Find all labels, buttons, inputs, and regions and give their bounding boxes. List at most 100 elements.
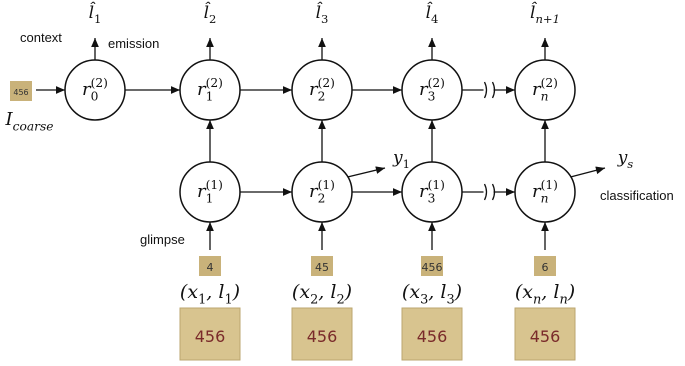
- output-label: l̂2: [204, 2, 217, 26]
- output-label: l̂n+1: [530, 2, 560, 26]
- node-label: r(2) 0: [82, 76, 108, 104]
- glimpse-location-label-part: , l: [318, 281, 336, 303]
- output-label-part: 4: [431, 12, 438, 26]
- node-label-part: n: [541, 191, 549, 205]
- glimpse-location-label: (x2, l2): [292, 281, 352, 308]
- output-label-part: 3: [321, 12, 328, 26]
- prediction-label-part: y: [392, 148, 403, 168]
- glimpse-location-label-part: 3: [420, 293, 428, 308]
- glimpse-location-label-part: 1: [224, 293, 232, 308]
- arrow: [347, 166, 386, 178]
- output-label-part: 2: [209, 12, 216, 26]
- glimpse-crop: [534, 256, 556, 276]
- node-label-part: (1): [206, 178, 223, 192]
- node-label: r(2) 2: [309, 76, 335, 104]
- output-label-part: l̂: [89, 2, 97, 23]
- glimpse-location-label-part: , l: [428, 281, 446, 303]
- glimpse-location-label: (xn, ln): [515, 281, 575, 308]
- node-label: r(1) 2: [309, 178, 335, 206]
- glimpse-image: [179, 307, 241, 361]
- glimpse-location-label-part: ): [567, 281, 575, 303]
- coarse-image: [10, 81, 32, 101]
- glimpse-location-label-part: n: [559, 293, 567, 308]
- glimpse-label: glimpse: [140, 232, 185, 247]
- glimpse-location-label-part: , l: [541, 281, 559, 303]
- output-label: l̂3: [316, 2, 329, 26]
- node-label: r(2) 1: [197, 76, 223, 104]
- prediction-label: y1: [392, 148, 410, 171]
- glimpse-location-label-part: ): [454, 281, 462, 303]
- emission-label: emission: [108, 36, 159, 51]
- glimpse-crop-text: 45: [315, 261, 329, 274]
- glimpse-crop-text: 456: [422, 261, 443, 274]
- node-label-part: (1): [318, 178, 335, 192]
- glimpse-image-text: 456: [307, 327, 338, 346]
- coarse-input-label: Icoarse: [4, 109, 53, 133]
- node-label-part: (2): [91, 76, 108, 90]
- node-label-part: r: [197, 79, 207, 100]
- node-label-part: r: [532, 181, 542, 202]
- glimpse-location-label: (x3, l3): [402, 281, 462, 308]
- output-label: l̂1: [89, 2, 102, 26]
- node-label-part: r: [419, 181, 429, 202]
- glimpse-crop: [311, 256, 333, 276]
- output-label-part: n+1: [535, 12, 559, 26]
- prediction-label-part: y: [617, 148, 628, 168]
- glimpse-crop: [421, 256, 443, 276]
- output-label-part: l̂: [204, 2, 212, 23]
- node-label-part: (2): [318, 76, 335, 90]
- node-label-part: r: [532, 79, 542, 100]
- glimpse-image: [401, 307, 463, 361]
- glimpse-location-label-part: n: [533, 293, 541, 308]
- output-label-part: l̂: [426, 2, 434, 23]
- node-label-part: (2): [428, 76, 445, 90]
- break: [483, 183, 488, 201]
- glimpse-image: [291, 307, 353, 361]
- glimpse-location-label-part: 1: [198, 293, 206, 308]
- node-label-part: r: [197, 181, 207, 202]
- glimpse-image-text: 456: [417, 327, 448, 346]
- node-label-part: r: [419, 79, 429, 100]
- glimpse-location-label-part: 3: [446, 293, 454, 308]
- node-label-part: 2: [318, 191, 326, 205]
- prediction-label-part: 1: [403, 157, 410, 171]
- node-label-part: 3: [428, 89, 436, 103]
- classification-label: classification: [600, 188, 674, 203]
- output-label: l̂4: [426, 2, 439, 26]
- node-label-part: r: [82, 79, 92, 100]
- glimpse-location-label: (x1, l1): [180, 281, 240, 308]
- node-label-part: (2): [541, 76, 558, 90]
- glimpse-location-label-part: ): [232, 281, 240, 303]
- glimpse-image-text: 456: [195, 327, 226, 346]
- glimpse-location-label-part: (x: [180, 281, 198, 303]
- glimpse-location-label-part: ): [344, 281, 352, 303]
- glimpse-location-label-part: 2: [310, 293, 318, 308]
- coarse-input-label-part: coarse: [13, 119, 54, 133]
- glimpse-location-label-part: (x: [292, 281, 310, 303]
- node-label: r(2) 3: [419, 76, 445, 104]
- node-label-part: n: [541, 89, 549, 103]
- node-label-part: 1: [206, 191, 214, 205]
- glimpse-crop: [199, 256, 221, 276]
- node-label-part: 2: [318, 89, 326, 103]
- glimpse-location-label-part: (x: [515, 281, 533, 303]
- glimpse-location-label-part: , l: [206, 281, 224, 303]
- node-label: r(1) 1: [197, 178, 223, 206]
- glimpse-image-text: 456: [530, 327, 561, 346]
- prediction-label: ys: [617, 148, 634, 171]
- output-label-part: l̂: [530, 2, 538, 23]
- coarse-input-label-part: I: [4, 109, 13, 130]
- glimpse-location-label-part: 2: [336, 293, 344, 308]
- node-label: r(1) 3: [419, 178, 445, 206]
- output-label-part: l̂: [316, 2, 324, 23]
- coarse-image-text: 456: [13, 88, 28, 97]
- node-label-part: r: [309, 79, 319, 100]
- output-label-part: 1: [94, 12, 101, 26]
- glimpse-crop-text: 6: [542, 261, 549, 274]
- node-label-part: 3: [428, 191, 436, 205]
- node-label-part: r: [309, 181, 319, 202]
- glimpse-location-label-part: (x: [402, 281, 420, 303]
- node-label-part: (1): [541, 178, 558, 192]
- node-label-part: 0: [91, 89, 99, 103]
